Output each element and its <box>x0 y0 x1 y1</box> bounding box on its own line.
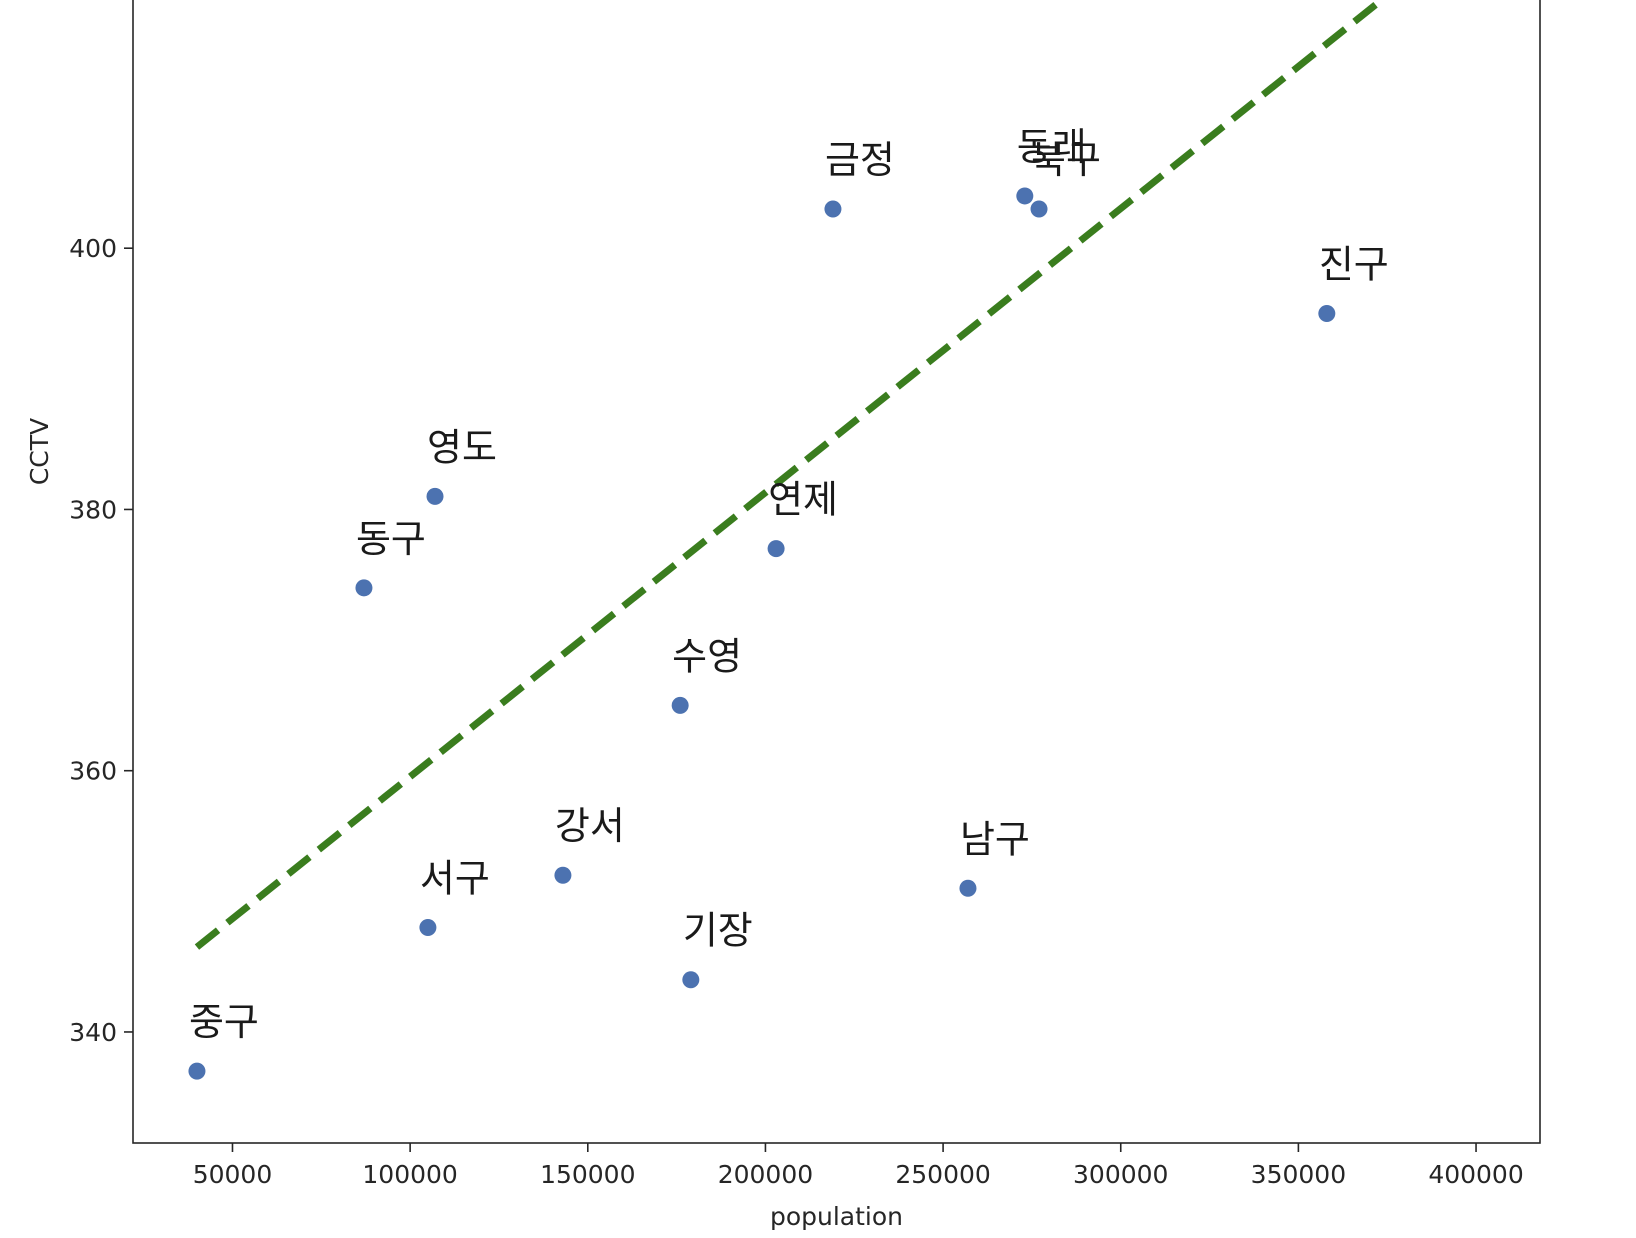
point-label: 영도 <box>427 425 497 469</box>
point-label: 동래 <box>1017 125 1087 169</box>
data-point <box>188 1062 206 1080</box>
data-point <box>1030 200 1048 218</box>
data-point <box>1318 305 1336 323</box>
y-axis-label: CCTV <box>25 418 54 485</box>
x-tick-label: 350000 <box>1251 1160 1346 1189</box>
x-tick-label: 50000 <box>193 1160 273 1189</box>
data-point <box>426 487 444 505</box>
point-label: 강서 <box>555 804 625 848</box>
x-tick-label: 100000 <box>362 1160 457 1189</box>
x-tick-label: 250000 <box>895 1160 990 1189</box>
x-tick-label: 150000 <box>540 1160 635 1189</box>
y-tick-label: 400 <box>69 234 117 263</box>
point-label: 중구 <box>189 1000 259 1044</box>
data-point <box>767 540 785 558</box>
x-tick-label: 200000 <box>718 1160 813 1189</box>
data-point <box>671 696 689 714</box>
x-tick-label: 300000 <box>1073 1160 1168 1189</box>
point-label: 서구 <box>420 856 490 900</box>
x-tick-label: 400000 <box>1428 1160 1523 1189</box>
point-label: 금정 <box>825 138 895 182</box>
point-label: 기장 <box>683 909 753 953</box>
point-label: 진구 <box>1319 243 1389 287</box>
point-label: 북구 <box>1031 138 1101 182</box>
y-tick-label: 340 <box>69 1018 117 1047</box>
data-point <box>682 971 700 989</box>
trendline <box>194 0 1388 950</box>
data-point <box>554 866 572 884</box>
data-point <box>355 579 373 597</box>
data-point <box>1016 187 1034 205</box>
point-label: 동구 <box>356 517 426 561</box>
points-layer <box>188 187 1336 1080</box>
data-point <box>419 918 437 936</box>
point-label: 연제 <box>768 478 838 522</box>
axes-layer: 50000 100000 150000 200000 250000 300000 35000… <box>69 0 1541 1189</box>
x-axis-label: population <box>770 1202 903 1231</box>
data-point <box>959 879 977 897</box>
y-tick-label: 360 <box>69 757 117 786</box>
trendline-layer <box>194 0 1388 950</box>
y-tick-label: 380 <box>69 495 117 524</box>
data-point <box>824 200 842 218</box>
point-label: 남구 <box>960 817 1030 861</box>
plot-frame <box>132 0 1541 1144</box>
point-label: 수영 <box>672 634 742 678</box>
